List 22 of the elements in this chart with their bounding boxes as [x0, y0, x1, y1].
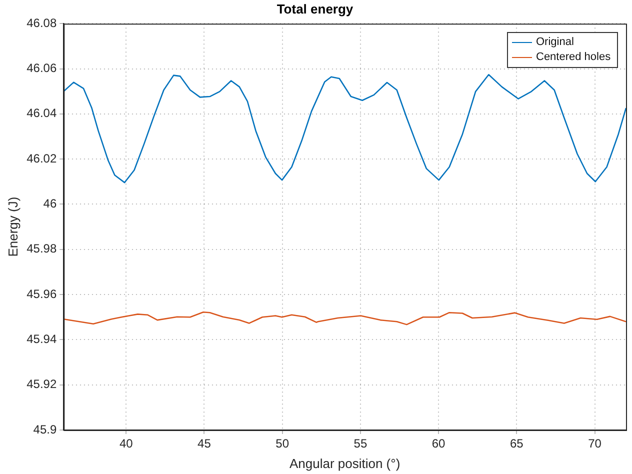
y-tick-label: 45.94 — [26, 332, 57, 346]
y-tick-label: 46.02 — [26, 151, 57, 166]
x-tick-label: 55 — [354, 436, 368, 451]
y-tick-label: 45.96 — [26, 286, 57, 301]
y-tick-label: 45.92 — [26, 377, 57, 392]
x-axis-title: Angular position (°) — [289, 456, 400, 471]
y-tick-label: 46.04 — [26, 106, 57, 120]
y-tick-label: 46.06 — [26, 61, 57, 76]
y-axis-title: Energy (J) — [5, 196, 20, 257]
legend-label: Centered holes — [536, 50, 611, 65]
legend-label: Original — [536, 34, 574, 50]
x-tick-label: 40 — [119, 436, 134, 451]
y-tick-label: 46.08 — [26, 16, 57, 30]
x-tick-label: 60 — [432, 436, 446, 451]
x-tick-label: 45 — [198, 436, 212, 451]
y-tick-label: 45.98 — [26, 242, 57, 256]
y-tick-label: 45.9 — [33, 422, 57, 436]
x-tick-label: 50 — [276, 436, 290, 451]
chart-title: Total energy — [276, 1, 354, 16]
x-tick-label: 70 — [588, 436, 602, 451]
x-tick-label: 65 — [510, 436, 524, 451]
y-tick-label: 46 — [43, 196, 57, 211]
